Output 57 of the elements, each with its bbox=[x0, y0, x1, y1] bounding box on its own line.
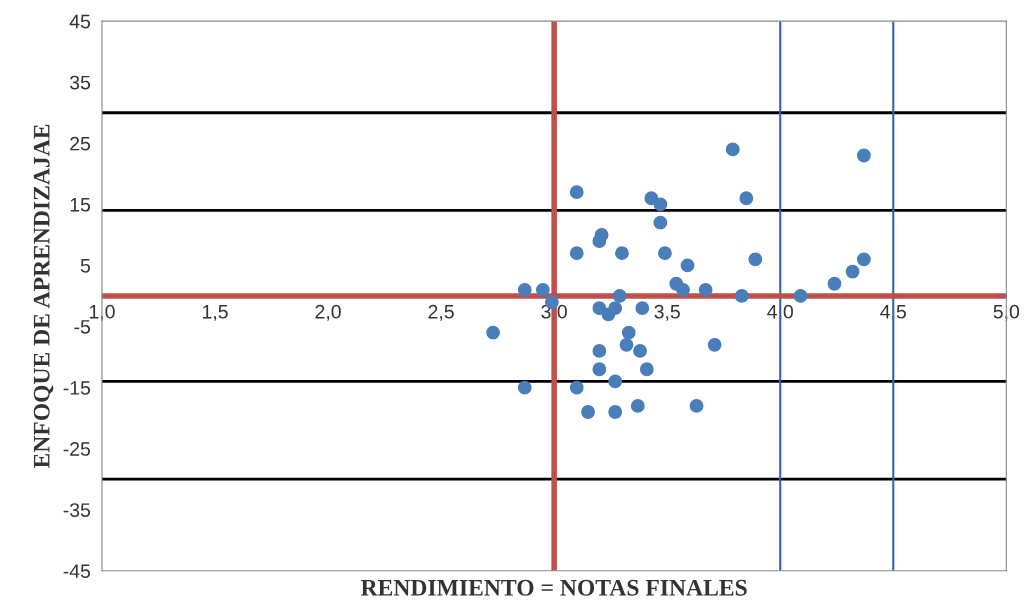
point bbox=[569, 246, 584, 261]
point bbox=[517, 380, 532, 395]
point bbox=[653, 215, 668, 230]
y-tick-label: 35 bbox=[69, 75, 91, 90]
x-tick-label: 1,0 bbox=[89, 304, 115, 321]
point bbox=[739, 191, 754, 206]
y-tick-label: 45 bbox=[69, 14, 91, 29]
point bbox=[639, 362, 654, 377]
point bbox=[486, 325, 501, 340]
point bbox=[725, 142, 740, 157]
point bbox=[608, 374, 623, 389]
y-tick-label: -5 bbox=[74, 320, 91, 334]
point bbox=[698, 282, 713, 297]
point bbox=[748, 252, 763, 267]
point bbox=[633, 344, 647, 358]
point bbox=[689, 398, 704, 413]
x-tick-label: 2,0 bbox=[315, 304, 341, 321]
x-tick-label: 2,5 bbox=[428, 304, 454, 321]
point bbox=[658, 246, 672, 261]
x-tick-label: 3,5 bbox=[654, 304, 680, 321]
point bbox=[827, 276, 842, 291]
y-tick-label: -45 bbox=[63, 564, 91, 579]
point bbox=[845, 264, 860, 279]
point bbox=[612, 289, 627, 303]
point bbox=[621, 325, 636, 340]
point bbox=[594, 227, 609, 242]
x-tick-label: 1,5 bbox=[202, 305, 228, 321]
y-tick-label: -35 bbox=[63, 503, 91, 517]
x-tick-label: 5,0 bbox=[993, 304, 1020, 321]
point bbox=[676, 282, 690, 297]
y-tick-label: 15 bbox=[70, 198, 91, 212]
point bbox=[630, 398, 645, 413]
point bbox=[535, 282, 550, 297]
point bbox=[569, 185, 584, 200]
point bbox=[581, 405, 595, 419]
y-tick-label: -15 bbox=[63, 381, 91, 395]
point bbox=[856, 148, 871, 163]
point bbox=[635, 301, 650, 316]
point bbox=[793, 289, 808, 303]
point bbox=[680, 258, 695, 273]
point bbox=[608, 405, 623, 419]
point bbox=[619, 337, 634, 352]
y-tick-label: 5 bbox=[80, 259, 91, 273]
point bbox=[653, 197, 668, 212]
point bbox=[615, 246, 629, 261]
point bbox=[707, 337, 722, 352]
point bbox=[517, 282, 532, 297]
point bbox=[734, 289, 749, 303]
y-axis-title: ENFOQUE DE APRENDIZAJAE bbox=[33, 124, 54, 469]
x-axis-title: RENDIMIENTO = NOTAS FINALES bbox=[360, 579, 747, 596]
y-tick-label: 25 bbox=[70, 136, 91, 151]
point bbox=[856, 252, 871, 267]
point bbox=[608, 301, 623, 316]
y-tick-label: -25 bbox=[63, 442, 91, 456]
point bbox=[592, 344, 607, 358]
point bbox=[569, 380, 584, 395]
point bbox=[592, 362, 607, 377]
